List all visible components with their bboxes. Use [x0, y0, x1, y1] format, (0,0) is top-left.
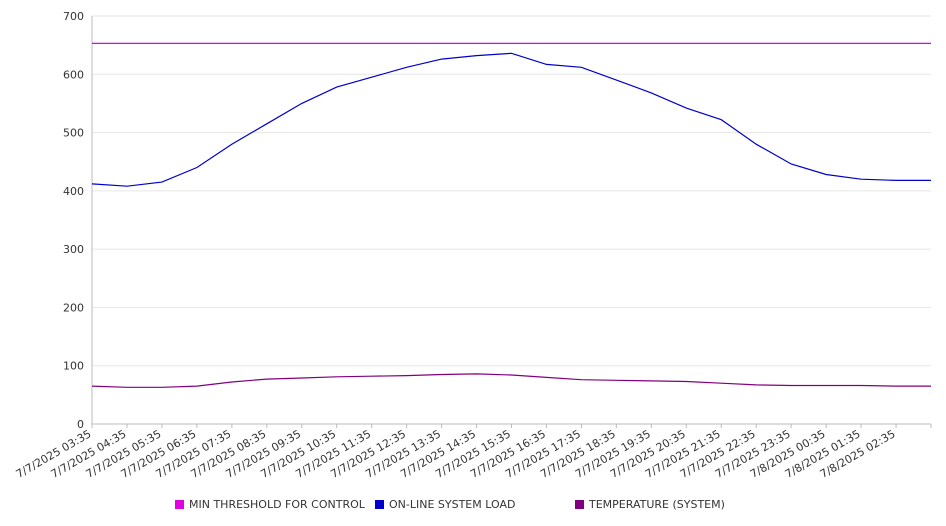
series-line-2 [91, 373, 931, 388]
y-tick-label: 300 [63, 243, 84, 256]
y-tick-label: 500 [63, 127, 84, 140]
y-tick-labels: 0 100 200 300 400 500 600 700 [63, 10, 84, 431]
y-tick-label: 100 [63, 360, 84, 373]
legend-item-temperature[interactable]: TEMPERATURE (SYSTEM) [575, 498, 725, 511]
axes [91, 16, 932, 428]
y-tick-label: 200 [63, 301, 84, 314]
legend: MIN THRESHOLD FOR CONTROL ON-LINE SYSTEM… [0, 498, 946, 514]
legend-label-threshold: MIN THRESHOLD FOR CONTROL [189, 498, 365, 511]
y-tick-label: 600 [63, 68, 84, 81]
legend-label-temperature: TEMPERATURE (SYSTEM) [589, 498, 725, 511]
legend-swatch-threshold [175, 500, 184, 509]
series-lines [91, 42, 931, 388]
legend-item-system-load[interactable]: ON-LINE SYSTEM LOAD [375, 498, 515, 511]
legend-swatch-system-load [375, 500, 384, 509]
legend-swatch-temperature [575, 500, 584, 509]
legend-item-threshold[interactable]: MIN THRESHOLD FOR CONTROL [175, 498, 365, 511]
grid-lines [92, 15, 931, 367]
series-line-1 [91, 52, 931, 187]
legend-label-system-load: ON-LINE SYSTEM LOAD [389, 498, 516, 511]
y-tick-label: 700 [63, 10, 84, 23]
y-tick-label: 0 [77, 418, 84, 431]
x-tick-labels: 7/7/2025 03:357/7/2025 04:357/7/2025 05:… [14, 427, 898, 481]
y-tick-label: 400 [63, 185, 84, 198]
